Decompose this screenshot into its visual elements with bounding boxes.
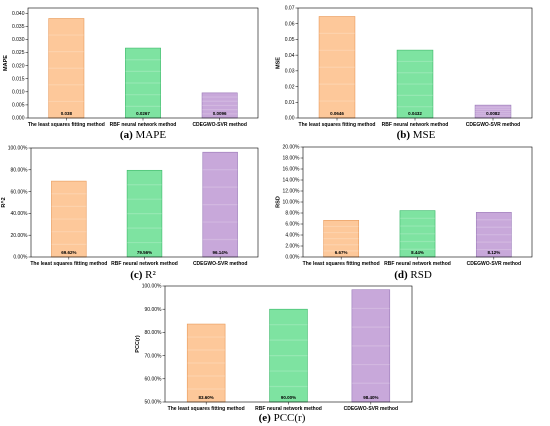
category-label: The least squares fitting method bbox=[30, 261, 107, 267]
y-tick-label: 0.030 bbox=[12, 37, 25, 43]
panel-pcc: 83.60% The least squares fitting method 90… bbox=[135, 284, 413, 412]
y-tick-label: 0.005 bbox=[12, 103, 25, 109]
y-tick-label: 100.00% bbox=[142, 284, 162, 290]
category-label: The least squares fitting method bbox=[28, 122, 105, 128]
data-label: 98.40% bbox=[363, 395, 378, 400]
y-tick-label: 0.01 bbox=[285, 100, 295, 106]
y-tick-label: 4.00% bbox=[285, 233, 300, 239]
y-tick-label: 8.00% bbox=[285, 211, 300, 217]
y-tick-label: 0.035 bbox=[12, 24, 25, 30]
y-tick-label: 0.05 bbox=[285, 37, 295, 43]
data-label: 0.038 bbox=[61, 111, 73, 116]
category-label: The least squares fitting method bbox=[299, 122, 376, 128]
y-tick-label: 0.00% bbox=[13, 255, 28, 261]
data-label: 0.0082 bbox=[486, 111, 500, 116]
bar-3 bbox=[351, 289, 391, 403]
y-tick-label: 0.015 bbox=[12, 76, 25, 82]
y-tick-label: 0.010 bbox=[12, 90, 25, 96]
y-axis-title: MSE bbox=[276, 57, 282, 69]
bar-2 bbox=[399, 210, 436, 258]
y-tick-label: 16.00% bbox=[283, 167, 301, 173]
data-label: 83.60% bbox=[199, 395, 214, 400]
y-tick-label: 0.00% bbox=[285, 255, 300, 261]
y-tick-label: 6.00% bbox=[285, 222, 300, 228]
y-tick-label: 0.04 bbox=[285, 53, 295, 59]
y-tick-label: 14.00% bbox=[283, 178, 301, 184]
y-tick-label: 60.00% bbox=[11, 189, 29, 195]
data-label: 69.62% bbox=[61, 250, 76, 255]
y-tick-label: 20.00% bbox=[11, 233, 29, 239]
caption-c: (c) R² bbox=[130, 269, 156, 281]
y-tick-label: 0.03 bbox=[285, 69, 295, 75]
caption-d: (d) RSD bbox=[394, 269, 432, 281]
category-label: The least squares fitting method bbox=[168, 406, 245, 412]
bar-1 bbox=[51, 180, 87, 258]
bar-3 bbox=[475, 212, 512, 258]
category-label: CDEGWO-SVR method bbox=[466, 122, 520, 128]
panel-r2: 69.62% The least squares fitting method 79… bbox=[1, 146, 259, 267]
y-tick-label: 0.020 bbox=[12, 63, 25, 69]
data-label: 0.0646 bbox=[330, 111, 344, 116]
data-label: 0.0096 bbox=[213, 111, 227, 116]
y-tick-label: 100.00% bbox=[8, 146, 28, 152]
y-tick-label: 0.02 bbox=[285, 84, 295, 90]
y-tick-label: 18.00% bbox=[283, 156, 301, 162]
y-axis-title: R^2 bbox=[1, 197, 7, 207]
y-axis-title: MAPE bbox=[3, 55, 9, 71]
y-tick-label: 0.025 bbox=[12, 50, 25, 56]
y-tick-label: 50.00% bbox=[145, 400, 163, 406]
y-tick-label: 60.00% bbox=[145, 377, 163, 383]
category-label: RBF neural network method bbox=[255, 406, 322, 412]
y-axis-title: RSD bbox=[275, 196, 281, 208]
panel-mse: 0.0646 The least squares fitting method 0.… bbox=[276, 6, 533, 128]
y-tick-label: 70.00% bbox=[145, 353, 163, 359]
y-tick-label: 0.000 bbox=[12, 116, 25, 122]
y-tick-label: 80.00% bbox=[145, 330, 163, 336]
caption-e: (e) PCC(r) bbox=[259, 412, 306, 424]
y-tick-label: 0.040 bbox=[12, 11, 25, 17]
category-label: RBF neural network method bbox=[384, 261, 451, 267]
data-label: 79.56% bbox=[137, 250, 152, 255]
category-label: RBF neural network method bbox=[110, 122, 177, 128]
bar-1 bbox=[48, 18, 85, 119]
bar-1 bbox=[186, 323, 226, 403]
bar-1 bbox=[318, 16, 356, 119]
data-label: 0.0267 bbox=[136, 111, 150, 116]
y-tick-label: 20.00% bbox=[283, 145, 301, 151]
y-tick-label: 0.07 bbox=[285, 6, 295, 12]
data-label: 8.12% bbox=[487, 250, 500, 255]
y-tick-label: 80.00% bbox=[11, 168, 29, 174]
y-tick-label: 0.00 bbox=[285, 116, 295, 122]
category-label: CDEGWO-SVR method bbox=[344, 406, 398, 412]
data-label: 6.67% bbox=[335, 250, 348, 255]
category-label: RBF neural network method bbox=[111, 261, 178, 267]
y-tick-label: 90.00% bbox=[145, 307, 163, 313]
caption-a: (a) MAPE bbox=[120, 129, 166, 141]
bar-2 bbox=[396, 49, 434, 119]
category-label: CDEGWO-SVR method bbox=[192, 122, 246, 128]
data-label: 0.0432 bbox=[408, 111, 422, 116]
data-label: 8.44% bbox=[411, 250, 424, 255]
caption-b: (b) MSE bbox=[397, 129, 436, 141]
bar-2 bbox=[126, 169, 163, 258]
y-tick-label: 2.00% bbox=[285, 244, 300, 250]
category-label: CDEGWO-SVR method bbox=[193, 261, 247, 267]
category-label: CDEGWO-SVR method bbox=[467, 261, 521, 267]
y-tick-label: 12.00% bbox=[283, 189, 301, 195]
y-tick-label: 0.06 bbox=[285, 21, 295, 27]
data-label: 90.00% bbox=[281, 395, 296, 400]
data-label: 96.14% bbox=[213, 250, 228, 255]
y-axis-title: PCC(r) bbox=[135, 335, 141, 353]
panel-rsd: 6.67% The least squares fitting method 8.4… bbox=[275, 145, 533, 267]
category-label: RBF neural network method bbox=[382, 122, 449, 128]
bar-1 bbox=[323, 220, 360, 258]
category-label: The least squares fitting method bbox=[303, 261, 380, 267]
y-tick-label: 40.00% bbox=[11, 211, 29, 217]
y-tick-label: 10.00% bbox=[283, 200, 301, 206]
